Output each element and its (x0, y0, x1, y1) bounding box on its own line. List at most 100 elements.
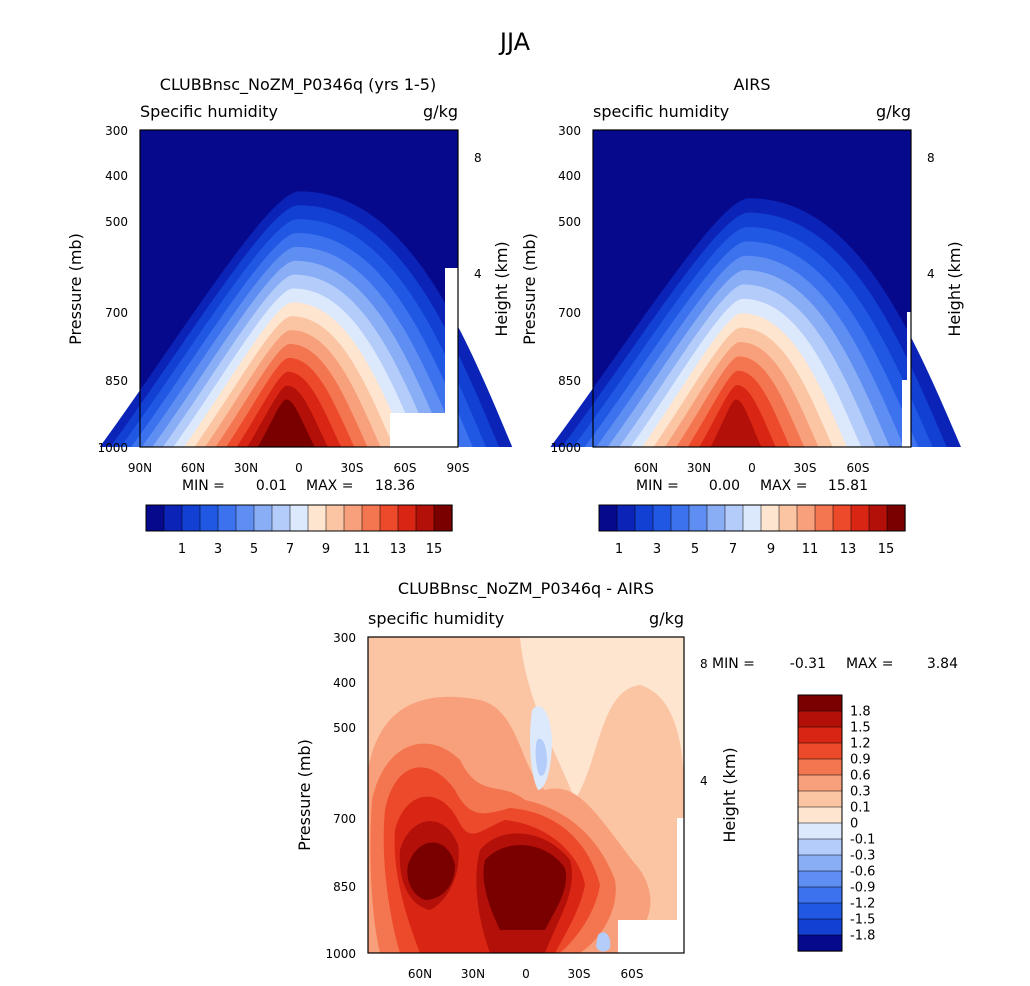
max-label: MAX = (846, 656, 893, 672)
colorbar-swatch (797, 694, 843, 712)
colorbar-label: 11 (354, 542, 371, 557)
y2-tick-labels: 8 4 (927, 151, 935, 281)
colorbar-label: -0.9 (850, 881, 875, 896)
y-tick-label: 500 (558, 215, 581, 229)
y-tick-label: 500 (333, 721, 356, 735)
colorbar-label: 0.9 (850, 753, 871, 768)
y-tick-label: 700 (558, 306, 581, 320)
min-value: -0.31 (790, 656, 826, 672)
colorbar-swatch (760, 504, 780, 532)
x-tick-label: 30N (461, 967, 485, 981)
colorbar-labels: 1.81.51.20.90.60.30.10-0.1-0.3-0.6-0.9-1… (850, 705, 875, 944)
colorbar-label: 9 (767, 542, 775, 557)
x-tick-label: 90N (128, 461, 152, 475)
panel-model-units: g/kg (423, 102, 458, 121)
colorbar-label: 11 (802, 542, 819, 557)
missing-data-region (907, 312, 911, 447)
colorbar-swatch (325, 504, 345, 532)
panel-model: CLUBBnsc_NoZM_P0346q (yrs 1-5) Specific … (66, 75, 513, 557)
colorbar-label: -1.5 (850, 913, 875, 928)
contour-band (710, 399, 762, 447)
colorbar-label: 7 (286, 542, 294, 557)
x-tick-label: 90S (447, 461, 470, 475)
max-label: MAX = (760, 478, 807, 494)
colorbar-swatch (634, 504, 654, 532)
panel-difference-variable: specific humidity (368, 609, 504, 628)
colorbar-swatch (796, 504, 816, 532)
colorbar-swatch (797, 774, 843, 792)
figure-title: JJA (498, 28, 531, 56)
x-tick-label: 0 (748, 461, 756, 475)
colorbar-swatch (797, 742, 843, 760)
y-tick-labels: 300 400 500 700 850 1000 (550, 124, 581, 455)
colorbar-label: 13 (840, 542, 857, 557)
colorbar-label: 3 (214, 542, 222, 557)
max-value: 15.81 (828, 478, 868, 494)
x-tick-label: 0 (295, 461, 303, 475)
y2-tick-label: 8 (927, 151, 935, 165)
colorbar-frame (797, 694, 843, 952)
panel-difference-units: g/kg (649, 609, 684, 628)
humidity-contours (99, 191, 513, 447)
colorbar-swatches (145, 504, 453, 532)
y-tick-label: 700 (105, 306, 128, 320)
colorbar-swatches (598, 504, 906, 532)
colorbar-swatch (343, 504, 363, 532)
y2-tick-label: 8 (700, 657, 708, 671)
colorbar-swatch (145, 504, 165, 532)
colorbar-swatch (397, 504, 417, 532)
anomaly-region (535, 738, 547, 776)
colorbar-label: 13 (390, 542, 407, 557)
panel-airs-units: g/kg (876, 102, 911, 121)
colorbar-label: 15 (878, 542, 895, 557)
y2-tick-labels: 8 4 (474, 151, 482, 281)
colorbar-frame (145, 504, 453, 532)
colorbar-swatch (253, 504, 273, 532)
colorbar-label: 0.1 (850, 801, 871, 816)
colorbar-swatch (797, 838, 843, 856)
colorbar-swatch (778, 504, 798, 532)
panel-model-plot-area (99, 129, 513, 448)
colorbar-label: -0.1 (850, 833, 875, 848)
colorbar-swatch (797, 822, 843, 840)
y-tick-label: 500 (105, 215, 128, 229)
colorbar-swatch (797, 726, 843, 744)
colorbar: 1.81.51.20.90.60.30.10-0.1-0.3-0.6-0.9-1… (797, 694, 875, 952)
colorbar-swatches (797, 694, 843, 952)
colorbar-swatch (688, 504, 708, 532)
y2-tick-labels: 8 4 (700, 657, 708, 788)
x-tick-label: 60S (621, 967, 644, 981)
panel-airs-variable: specific humidity (593, 102, 729, 121)
panel-airs: AIRS specific humidity g/kg Pressure (mb… (520, 75, 964, 557)
missing-data-region (902, 380, 908, 447)
colorbar-label: 9 (322, 542, 330, 557)
panel-model-title: CLUBBnsc_NoZM_P0346q (yrs 1-5) (160, 75, 436, 95)
colorbar-swatch (289, 504, 309, 532)
x-tick-label: 30S (568, 967, 591, 981)
x-tick-label: 30N (687, 461, 711, 475)
max-label: MAX = (306, 478, 353, 494)
colorbar-swatch (868, 504, 888, 532)
y-tick-label: 1000 (550, 441, 581, 455)
y-tick-label: 300 (558, 124, 581, 138)
panel-airs-plot-area (550, 129, 961, 448)
panel-airs-title: AIRS (734, 75, 771, 94)
colorbar-swatch (797, 870, 843, 888)
y-tick-label: 1000 (325, 947, 356, 961)
y2-axis-label: Height (km) (720, 747, 739, 842)
colorbar-swatch (814, 504, 834, 532)
colorbar-swatch (797, 758, 843, 776)
x-tick-label: 60S (394, 461, 417, 475)
x-tick-labels: 60N 30N 0 30S 60S (634, 461, 870, 475)
y-tick-label: 400 (558, 169, 581, 183)
max-value: 18.36 (375, 478, 415, 494)
colorbar-swatch (670, 504, 690, 532)
x-tick-label: 30N (234, 461, 258, 475)
colorbar-label: 0 (850, 817, 858, 832)
y-tick-label: 1000 (97, 441, 128, 455)
colorbar-swatch (163, 504, 183, 532)
missing-data-region (677, 818, 684, 953)
y-axis-label: Pressure (mb) (520, 233, 539, 345)
y-tick-label: 850 (333, 880, 356, 894)
colorbar-swatch (235, 504, 255, 532)
